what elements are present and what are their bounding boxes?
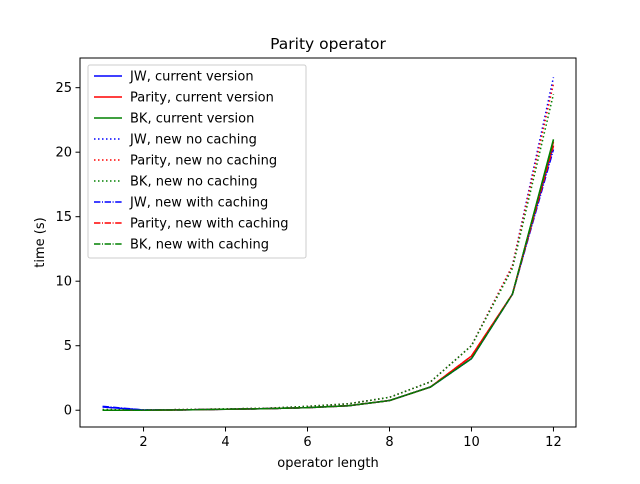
x-tick-label: 2 (139, 435, 147, 450)
x-tick-label: 8 (385, 435, 393, 450)
chart-title: Parity operator (270, 35, 386, 53)
y-tick-label: 0 (64, 404, 72, 419)
y-axis-label: time (s) (33, 217, 48, 267)
y-tick-label: 25 (55, 81, 72, 96)
axis-ticks: 2 4 6 8 10 12 0 5 10 15 20 25 (55, 81, 561, 450)
legend-label-2: BK, current version (130, 112, 254, 127)
y-tick-label: 15 (55, 210, 72, 225)
legend-box (87, 64, 307, 259)
y-tick-label: 20 (55, 146, 72, 161)
legend-label-0: JW, current version (129, 70, 254, 85)
x-tick-label: 12 (545, 435, 562, 450)
y-tick-label: 10 (55, 275, 72, 290)
series-line-5 (102, 93, 555, 411)
axes-frame (79, 57, 577, 428)
legend-label-8: BK, new with caching (130, 238, 269, 253)
x-axis-label: operator length (277, 456, 378, 471)
legend-label-4: Parity, new no caching (130, 154, 277, 169)
legend-label-3: JW, new no caching (129, 133, 257, 148)
y-tick-label: 5 (64, 339, 72, 354)
plot-area (102, 77, 555, 411)
legend: JW, current version Parity, current versi… (87, 64, 307, 259)
series-line-8 (102, 140, 555, 411)
x-tick-label: 10 (463, 435, 480, 450)
x-tick-label: 6 (303, 435, 311, 450)
legend-label-7: Parity, new with caching (130, 217, 289, 232)
legend-label-6: JW, new with caching (129, 196, 268, 211)
x-tick-label: 4 (221, 435, 229, 450)
legend-label-1: Parity, current version (130, 91, 274, 106)
legend-label-5: BK, new no caching (130, 175, 258, 190)
